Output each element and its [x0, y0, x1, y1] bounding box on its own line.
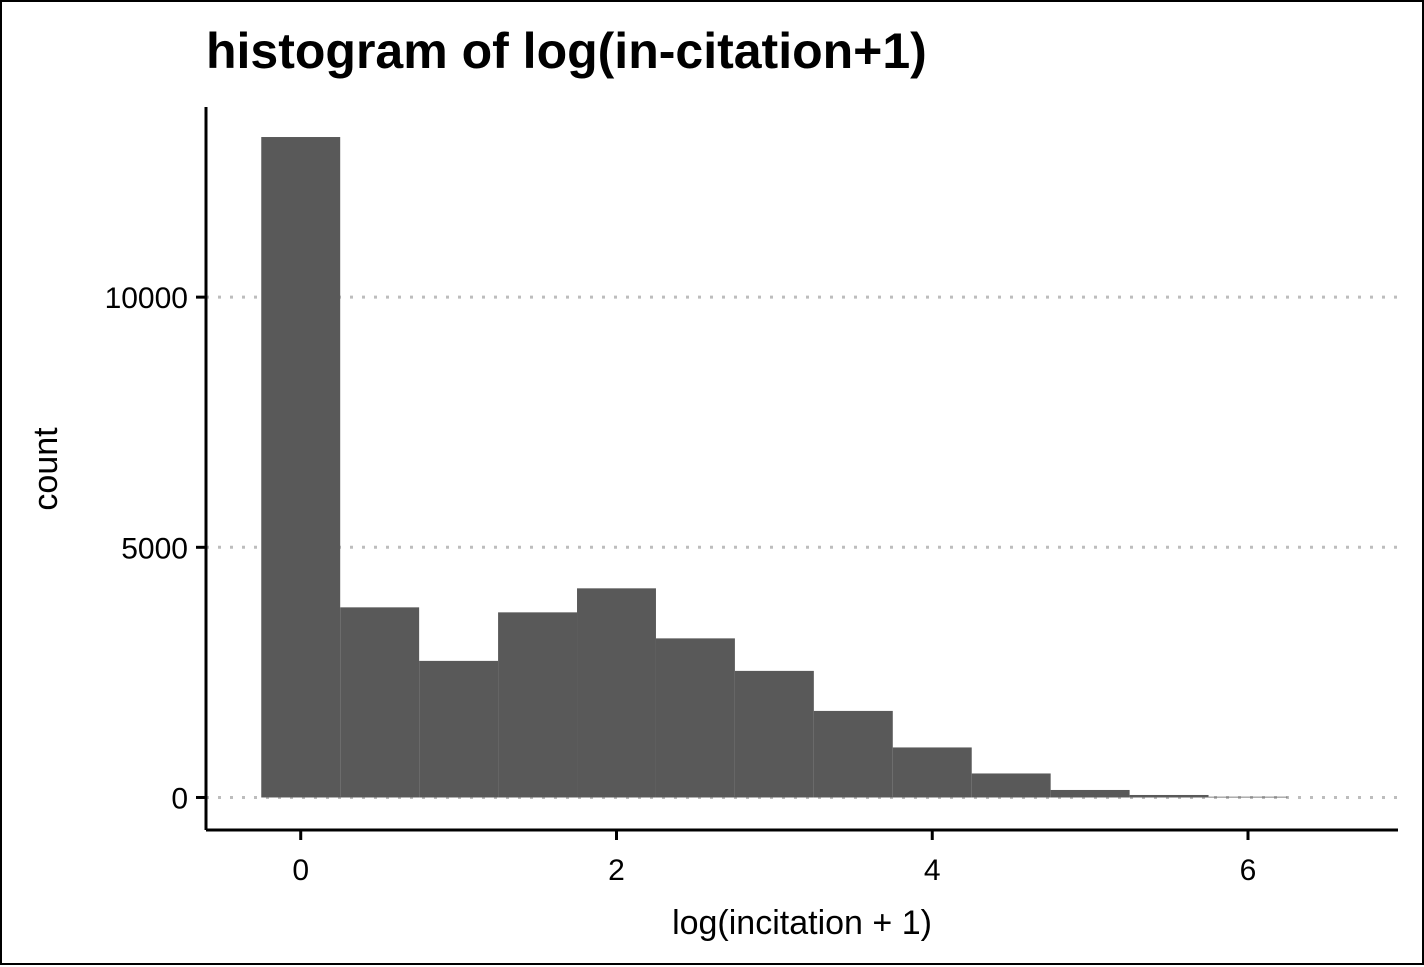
- histogram-bar-8: [892, 747, 972, 798]
- histogram-bar-2: [419, 660, 499, 798]
- histogram-bar-0: [261, 137, 341, 798]
- histogram-bar-11: [1129, 794, 1209, 798]
- y-tick-label-2: 10000: [105, 282, 188, 315]
- x-tick-label-1: 2: [608, 854, 625, 887]
- y-axis-label: count: [27, 427, 65, 511]
- axes: 0 5000 10000 0 2 4 6: [105, 107, 1398, 887]
- x-tick-label-3: 6: [1240, 854, 1257, 887]
- histogram-bar-9: [971, 773, 1051, 798]
- x-tick-label-2: 4: [924, 854, 941, 887]
- histogram-bar-4: [577, 588, 656, 798]
- y-tick-label-1: 5000: [121, 532, 188, 565]
- histogram-bars: [261, 137, 1288, 798]
- histogram-bar-7: [813, 710, 893, 798]
- histogram-bar-12: [1208, 796, 1288, 798]
- histogram-bar-3: [498, 612, 578, 798]
- histogram-bar-5: [655, 638, 735, 798]
- histogram-bar-1: [340, 607, 420, 798]
- histogram-bar-6: [734, 670, 814, 798]
- x-axis-label: log(incitation + 1): [672, 904, 932, 942]
- histogram-bar-10: [1050, 789, 1130, 798]
- x-tick-label-0: 0: [292, 854, 309, 887]
- y-tick-label-0: 0: [171, 782, 188, 815]
- chart-title: histogram of log(in-citation+1): [206, 23, 927, 79]
